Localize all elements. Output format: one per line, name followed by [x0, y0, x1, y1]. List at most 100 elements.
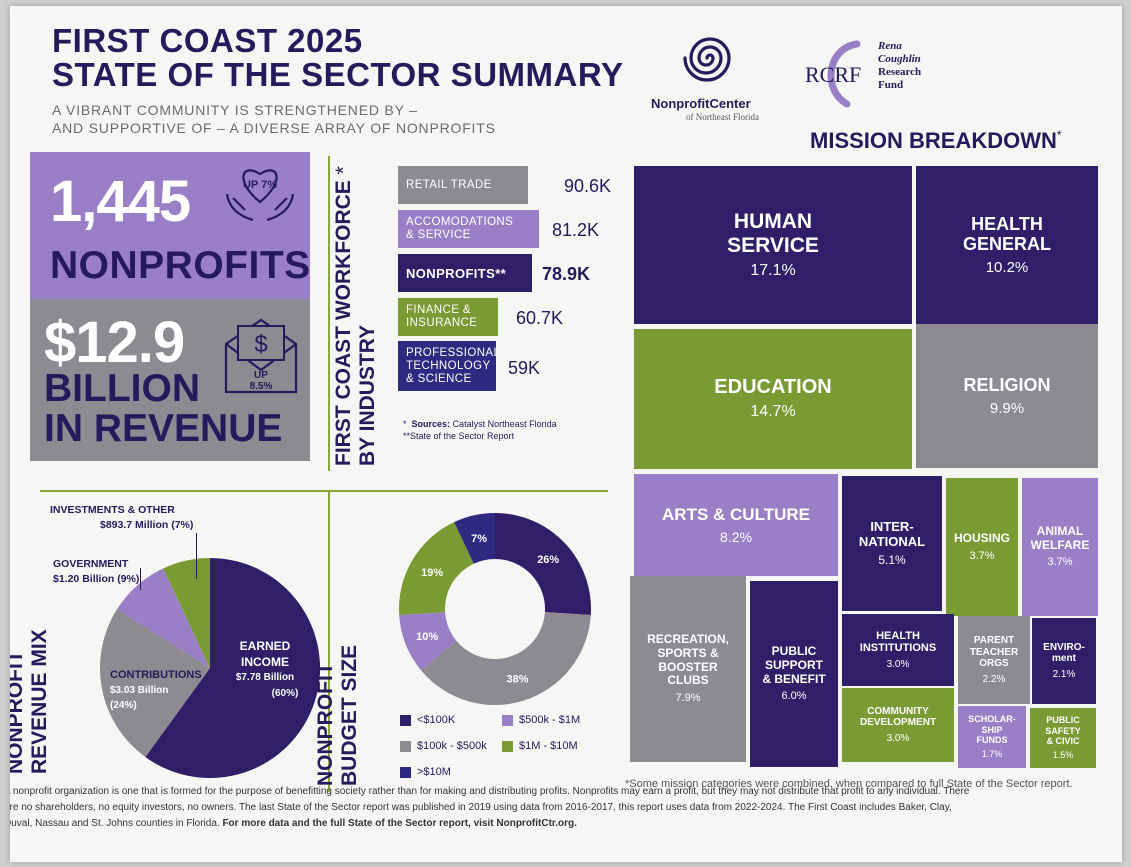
mission-tile-pct: 2.1% [1052, 668, 1076, 680]
legend-swatch [502, 740, 513, 752]
nonprofit-center-name: NonprofitCenter [651, 96, 751, 111]
mission-tile-pct: 8.2% [720, 528, 752, 545]
rcrf-logo [802, 40, 892, 110]
mission-tile-5: INTER- NATIONAL 5.1% [842, 476, 942, 611]
nonprofits-growth: UP 7% [242, 179, 278, 191]
revenue-slice-government [117, 568, 210, 668]
budget-slice-label: 7% [471, 533, 487, 545]
revenue-mix-heading: NONPROFIT REVENUE MIX [10, 629, 51, 774]
revenue-slice-contributions [100, 609, 210, 757]
legend-label: $100k - $500k [417, 740, 487, 752]
budget-slice-label: 19% [421, 567, 443, 579]
page-title: FIRST COAST 2025 STATE OF THE SECTOR SUM… [52, 22, 624, 93]
revenue-pie-slices [100, 558, 321, 778]
nonprofit-center-logo [680, 28, 740, 88]
mission-tile-3: RELIGION 9.9% [916, 324, 1098, 468]
mission-tile-10: HEALTH INSTITUTIONS 3.0% [842, 614, 954, 686]
mission-tile-pct: 7.9% [675, 692, 701, 705]
legend-label: $1M - $10M [519, 740, 578, 752]
mission-tile-1: HEALTH GENERAL 10.2% [916, 166, 1098, 324]
legend-swatch [400, 714, 411, 726]
mission-tile-label: PUBLIC SUPPORT & BENEFIT [762, 643, 826, 686]
spiral-icon [683, 37, 731, 82]
workforce-value-accommodations: 81.2K [552, 220, 600, 240]
budget-slice-3 [399, 522, 474, 616]
rcrf-abbreviation: RCRF [805, 62, 862, 87]
investments-label: INVESTMENTS & OTHER $893.7 Million (7%) [50, 504, 194, 531]
budget-size-heading: NONPROFIT BUDGET SIZE [314, 644, 361, 786]
mission-tile-pct: 6.0% [781, 690, 807, 703]
mission-tile-label: HEALTH INSTITUTIONS [859, 629, 937, 655]
budget-slice-0 [495, 513, 591, 616]
budget-legend-item: $500k - $1M [502, 714, 580, 726]
mission-tile-4: ARTS & CULTURE 8.2% [634, 474, 838, 576]
nonprofits-count: 1,445 [50, 169, 191, 234]
budget-slice-label: 26% [537, 554, 559, 566]
mission-tile-pct: 3.7% [1047, 556, 1073, 569]
mission-tile-label: RELIGION [963, 375, 1051, 396]
mission-tile-label: ARTS & CULTURE [662, 505, 810, 525]
mission-tile-pct: 3.0% [886, 658, 910, 670]
divider-vertical-bottom [328, 492, 330, 792]
mission-tile-label: ANIMAL WELFARE [1030, 523, 1090, 552]
workforce-sources: * Sources: Catalyst Northeast Florida **… [403, 419, 557, 441]
mission-tile-label: PUBLIC SAFETY & CIVIC [1045, 715, 1081, 746]
workforce-value-professional: 59K [508, 358, 541, 378]
mission-tile-label: PARENT TEACHER ORGS [969, 635, 1019, 669]
mission-tile-pct: 10.2% [985, 259, 1029, 277]
mission-tile-pct: 5.1% [878, 552, 906, 567]
workforce-bar-nonprofits: NONPROFITS** [398, 254, 532, 292]
budget-slice-1 [421, 612, 591, 705]
revenue-mix-pie [100, 558, 321, 778]
mission-footnote: *Some mission categories were combined, … [625, 778, 1073, 790]
mission-tile-pct: 9.9% [989, 399, 1025, 417]
mission-tile-pct: 1.5% [1052, 750, 1074, 761]
mission-tile-pct: 1.7% [981, 749, 1003, 760]
divider-vertical-top [328, 156, 330, 471]
workforce-heading: FIRST COAST WORKFORCE * BY INDUSTRY [332, 166, 379, 466]
government-label: GOVERNMENT $1.20 Billion (9%) [53, 558, 140, 585]
revenue-label: BILLION IN REVENUE [44, 367, 283, 450]
mission-tile-pct: 3.7% [969, 549, 995, 562]
svg-text:$: $ [254, 331, 267, 358]
legend-label: >$10M [417, 766, 451, 778]
mission-heading: MISSION BREAKDOWN* [810, 128, 1062, 153]
mission-tile-label: HOUSING [953, 530, 1010, 545]
mission-tile-7: ANIMAL WELFARE 3.7% [1022, 478, 1098, 616]
mission-tile-label: HEALTH GENERAL [962, 213, 1051, 255]
legend-swatch [502, 714, 513, 726]
mission-tile-label: EDUCATION [714, 376, 832, 399]
budget-slice-2 [399, 612, 457, 671]
mission-tile-label: RECREATION, SPORTS & BOOSTER CLUBS [647, 632, 729, 688]
workforce-bar-professional: PROFESSIONAL TECHNOLOGY & SCIENCE [398, 341, 500, 391]
mission-tile-label: HUMAN SERVICE [727, 209, 819, 257]
mission-tile-6: HOUSING 3.7% [946, 478, 1018, 616]
legend-swatch [400, 766, 411, 778]
divider-horizontal [40, 490, 608, 492]
mission-tile-2: EDUCATION 14.7% [634, 329, 912, 469]
mission-tile-15: PUBLIC SAFETY & CIVIC 1.5% [1030, 708, 1096, 768]
mission-tile-label: COMMUNITY DEVELOPMENT [859, 705, 937, 729]
mission-tile-11: PARENT TEACHER ORGS 2.2% [958, 616, 1030, 704]
mission-tile-pct: 2.2% [982, 673, 1006, 685]
nonprofits-label: NONPROFITS [50, 244, 311, 287]
mission-tile-0: HUMAN SERVICE 17.1% [634, 166, 912, 324]
mission-tile-pct: 14.7% [750, 403, 796, 421]
footer-text: A nonprofit organization is one that is … [10, 786, 970, 829]
workforce-bar-accommodations: ACCOMODATIONS & SERVICE [398, 210, 539, 248]
workforce-value-nonprofits: 78.9K [542, 264, 591, 284]
workforce-bar-retail: RETAIL TRADE [398, 166, 528, 204]
mission-tile-14: SCHOLAR- SHIP FUNDS 1.7% [958, 706, 1026, 768]
mission-tile-pct: 17.1% [750, 261, 796, 279]
revenue-growth: UP 8.5% [249, 370, 273, 392]
budget-donut-slices: 26% 38% 10% 19% 7% [399, 513, 591, 705]
workforce-bar-finance: FINANCE & INSURANCE [398, 298, 498, 336]
rcrf-swoosh-icon [827, 40, 861, 108]
budget-slice-label: 38% [507, 673, 529, 685]
mission-tile-pct: 3.0% [886, 732, 910, 744]
rcrf-fullname: Rena Coughlin Research Fund [878, 40, 922, 91]
budget-legend-item: $100k - $500k [400, 740, 487, 752]
government-leader-line [140, 568, 141, 590]
revenue-value: $12.9 [44, 310, 185, 375]
workforce-value-finance: 60.7K [516, 308, 564, 328]
